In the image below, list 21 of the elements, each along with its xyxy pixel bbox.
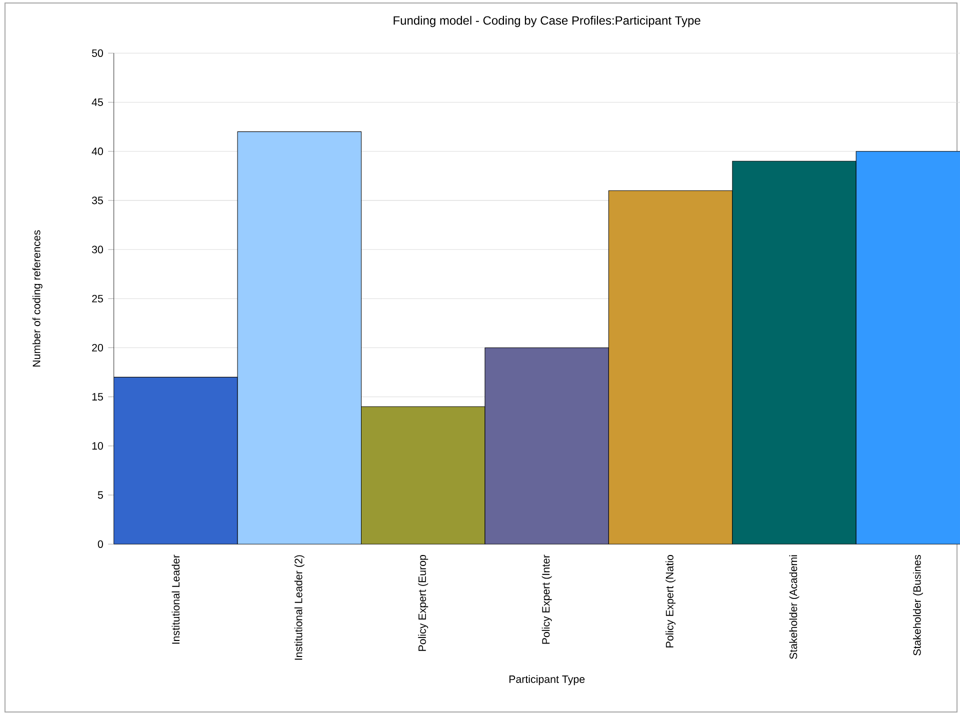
y-tick-label: 50: [92, 49, 104, 57]
x-tick-label: Policy Expert (Natio: [666, 555, 676, 648]
y-axis-title: Number of coding references: [32, 230, 42, 367]
x-tick-label: Policy Expert (Europ: [418, 555, 428, 651]
y-tick-label: 5: [98, 491, 103, 499]
y-tick-label: 25: [92, 294, 103, 302]
x-axis-title: Participant Type: [509, 675, 585, 686]
y-tick-label: 0: [98, 540, 104, 548]
x-tick-label: Institutional Leader: [172, 554, 180, 644]
y-tick-label: 20: [92, 344, 104, 352]
y-tick-label: 30: [92, 246, 104, 254]
y-tick-label: 15: [92, 393, 103, 401]
chart-title: Funding model - Coding by Case Profiles:Participant Type: [394, 16, 700, 28]
y-tick-label: 10: [92, 442, 104, 450]
y-tick-label: 35: [92, 196, 103, 204]
y-tick-label: 45: [92, 98, 103, 106]
x-tick-label: Policy Expert (Inter: [542, 554, 552, 644]
x-tick-label: Stakeholder (Academi: [789, 555, 800, 659]
x-tick-label: Stakeholder (Busines: [912, 554, 923, 656]
y-tick-label: 40: [92, 148, 104, 156]
x-tick-label: Institutional Leader (2): [294, 555, 304, 660]
